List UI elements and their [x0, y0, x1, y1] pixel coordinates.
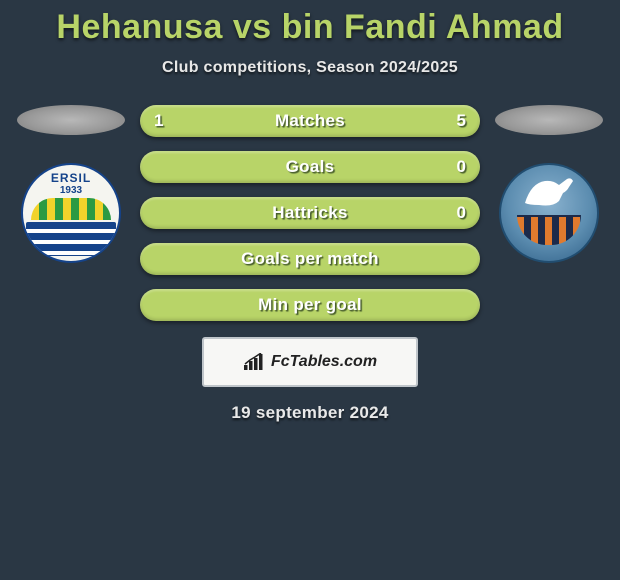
brand-text: FcTables.com [271, 353, 377, 371]
stat-bar: Matches 1 5 [140, 105, 480, 137]
right-player-column [484, 105, 614, 263]
infographic-root: Hehanusa vs bin Fandi Ahmad Club competi… [0, 0, 620, 423]
left-club-badge: ERSIL 1933 [21, 163, 121, 263]
right-club-horse-icon [519, 173, 579, 211]
right-club-badge [499, 163, 599, 263]
page-title: Hehanusa vs bin Fandi Ahmad [0, 8, 620, 47]
left-club-year: 1933 [60, 185, 82, 196]
brand-box[interactable]: FcTables.com [202, 337, 418, 387]
stat-bar: Goals per match [140, 243, 480, 275]
left-player-column: ERSIL 1933 [6, 105, 136, 263]
subtitle: Club competitions, Season 2024/2025 [0, 59, 620, 77]
right-club-stripes [517, 215, 581, 245]
left-club-stripes [31, 198, 111, 220]
stat-bar-right-value: 5 [457, 111, 466, 131]
stat-bar-right-value: 0 [457, 203, 466, 223]
left-player-silhouette [17, 105, 125, 135]
comparison-bars: Matches 1 5 Goals 0 Hattricks 0 Goals per match… [136, 105, 484, 321]
stat-bar-label: Goals per match [241, 249, 379, 269]
right-player-silhouette [495, 105, 603, 135]
stat-bar-label: Min per goal [258, 295, 362, 315]
left-club-waves [26, 222, 116, 256]
stat-bar: Min per goal [140, 289, 480, 321]
main-row: ERSIL 1933 Matches15Goals0Hattricks0Goal… [0, 105, 620, 321]
stat-bar-label: Goals [286, 157, 335, 177]
stat-bar-label: Matches [275, 111, 345, 131]
stat-bar: Hattricks 0 [140, 197, 480, 229]
stat-bar-right-value: 0 [457, 157, 466, 177]
stat-bar: Goals 0 [140, 151, 480, 183]
left-club-name: ERSIL [23, 165, 119, 185]
stat-bar-label: Hattricks [272, 203, 347, 223]
date-line: 19 september 2024 [0, 403, 620, 423]
brand-chart-icon [243, 353, 265, 371]
stat-bar-left-value: 1 [154, 111, 163, 131]
